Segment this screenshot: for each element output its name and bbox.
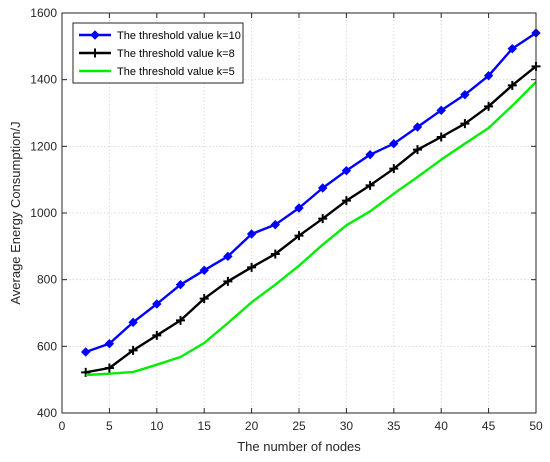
y-tick-label: 400 <box>37 406 57 420</box>
y-tick-label: 1400 <box>30 73 57 87</box>
data-point <box>483 70 494 81</box>
axis-ticks: 0 5 10 15 20 25 30 35 40 45 50 400 600 800 1000 1200 140… <box>30 6 543 433</box>
legend-label: The threshold value k=5 <box>117 66 235 78</box>
data-point <box>389 138 399 149</box>
series-line <box>85 31 537 354</box>
y-tick-label: 800 <box>37 273 57 287</box>
data-point <box>223 251 233 262</box>
x-tick-label: 10 <box>150 419 164 433</box>
data-point <box>270 219 281 230</box>
series-2 <box>81 61 541 377</box>
data-point <box>460 89 470 100</box>
x-tick-label: 20 <box>245 419 259 433</box>
x-tick-label: 30 <box>340 419 354 433</box>
x-tick-label: 50 <box>529 419 543 433</box>
series-1 <box>80 28 541 357</box>
x-tick-label: 35 <box>387 419 401 433</box>
data-point <box>317 183 328 193</box>
data-point <box>294 203 304 213</box>
data-point <box>246 229 257 239</box>
data-point <box>128 317 138 328</box>
data-point <box>413 145 422 155</box>
y-axis-title: Average Energy Consumption/J <box>8 121 23 304</box>
data-point <box>341 165 352 176</box>
data-point <box>436 105 446 116</box>
data-point <box>389 164 399 174</box>
data-point <box>507 80 517 90</box>
legend: The threshold value k=10 The threshold va… <box>72 22 244 84</box>
data-point <box>223 276 233 286</box>
data-point <box>294 231 304 241</box>
data-point <box>460 119 470 129</box>
x-tick-label: 5 <box>106 419 113 433</box>
series-layer <box>80 28 541 377</box>
data-point <box>436 132 446 142</box>
x-tick-label: 25 <box>292 419 306 433</box>
data-point <box>484 101 494 111</box>
x-tick-label: 15 <box>198 419 212 433</box>
x-tick-label: 45 <box>482 419 496 433</box>
series-line <box>85 81 537 377</box>
series-line <box>85 65 537 374</box>
legend-marker <box>90 48 100 58</box>
data-point <box>81 367 91 377</box>
x-tick-label: 0 <box>59 419 66 433</box>
x-tick-label: 40 <box>435 419 449 433</box>
data-point <box>80 347 91 357</box>
data-point <box>270 249 280 259</box>
y-tick-label: 1200 <box>30 139 57 153</box>
legend-item: The threshold value k=5 <box>79 66 235 78</box>
data-point <box>199 294 209 304</box>
legend-label: The threshold value k=8 <box>117 48 235 60</box>
series-3 <box>85 81 537 377</box>
x-axis-title: The number of nodes <box>237 439 361 454</box>
data-point <box>152 330 162 340</box>
data-point <box>365 180 375 190</box>
legend-item: The threshold value k=8 <box>79 48 235 60</box>
data-point <box>507 43 518 54</box>
data-point <box>104 338 115 349</box>
legend-item: The threshold value k=10 <box>79 30 241 42</box>
data-point <box>104 363 114 373</box>
data-point <box>152 299 162 309</box>
data-point <box>412 122 423 132</box>
data-point <box>365 149 375 160</box>
data-point <box>341 196 351 206</box>
legend-marker <box>90 30 100 40</box>
data-point <box>199 265 209 276</box>
data-point <box>175 279 186 290</box>
data-point <box>247 262 257 272</box>
data-point <box>128 345 138 355</box>
legend-label: The threshold value k=10 <box>117 30 241 42</box>
y-tick-label: 1000 <box>30 206 57 220</box>
data-point <box>318 214 328 224</box>
y-tick-label: 1600 <box>30 6 57 20</box>
y-tick-label: 600 <box>37 339 57 353</box>
data-point <box>176 315 185 325</box>
